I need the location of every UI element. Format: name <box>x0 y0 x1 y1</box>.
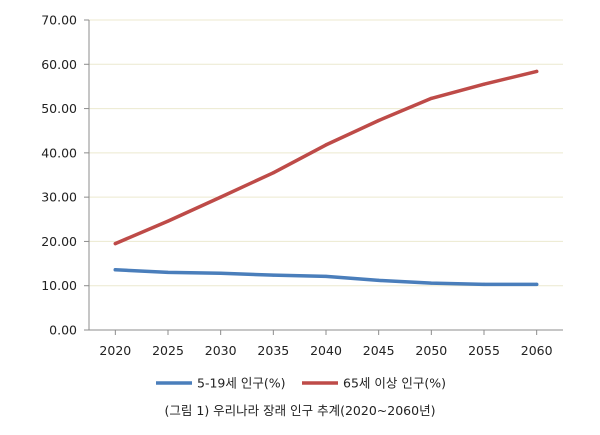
data-point <box>219 271 223 275</box>
x-tick-label: 2050 <box>415 343 447 358</box>
y-tick-label: 40.00 <box>41 145 77 160</box>
y-tick-label: 70.00 <box>41 13 77 28</box>
data-point <box>324 143 328 147</box>
x-tick-label: 2025 <box>152 343 184 358</box>
data-point <box>324 274 328 279</box>
x-tick-label: 2030 <box>205 343 237 358</box>
legend: 5-19세 인구(%) 65세 이상 인구(%) <box>156 376 446 391</box>
x-tick-label: 2045 <box>363 343 395 358</box>
x-tick-label: 2055 <box>468 343 500 358</box>
data-point <box>429 96 433 100</box>
data-point <box>271 171 275 175</box>
y-tick-label: 60.00 <box>41 57 77 72</box>
data-point <box>377 278 381 282</box>
y-tick-label: 10.00 <box>41 278 77 293</box>
x-tick-label: 2035 <box>257 343 289 358</box>
y-tick-label: 0.00 <box>49 323 77 338</box>
data-point <box>271 273 275 277</box>
y-tick-labels: 0.00 10.00 20.00 30.00 40.00 50.00 60.00 70.00 <box>41 13 89 338</box>
series-line-1 <box>113 69 539 246</box>
data-point <box>482 282 486 286</box>
legend-label-65-plus: 65세 이상 인구(%) <box>343 376 446 391</box>
data-point <box>535 282 539 286</box>
data-point <box>166 270 170 275</box>
x-tick-labels: 2020 2025 2030 2035 2040 2045 2050 2055 2060 <box>99 330 553 358</box>
data-point <box>535 69 539 73</box>
y-tick-label: 50.00 <box>41 101 77 116</box>
x-tick-label: 2020 <box>99 343 131 358</box>
data-point <box>166 219 170 223</box>
x-tick-label: 2040 <box>310 343 342 358</box>
y-tick-label: 30.00 <box>41 190 77 205</box>
gridlines <box>89 19 563 287</box>
data-point <box>429 281 433 285</box>
data-point <box>113 242 117 246</box>
data-point <box>377 118 381 123</box>
y-tick-label: 20.00 <box>41 234 77 249</box>
legend-label-5-19: 5-19세 인구(%) <box>197 376 285 391</box>
data-point <box>113 268 117 272</box>
data-point <box>219 195 223 199</box>
data-point <box>482 82 486 86</box>
x-tick-label: 2060 <box>521 343 553 358</box>
figure-caption: (그림 1) 우리나라 장래 인구 추계(2020~2060년) <box>165 403 436 418</box>
series-lines <box>113 69 539 287</box>
